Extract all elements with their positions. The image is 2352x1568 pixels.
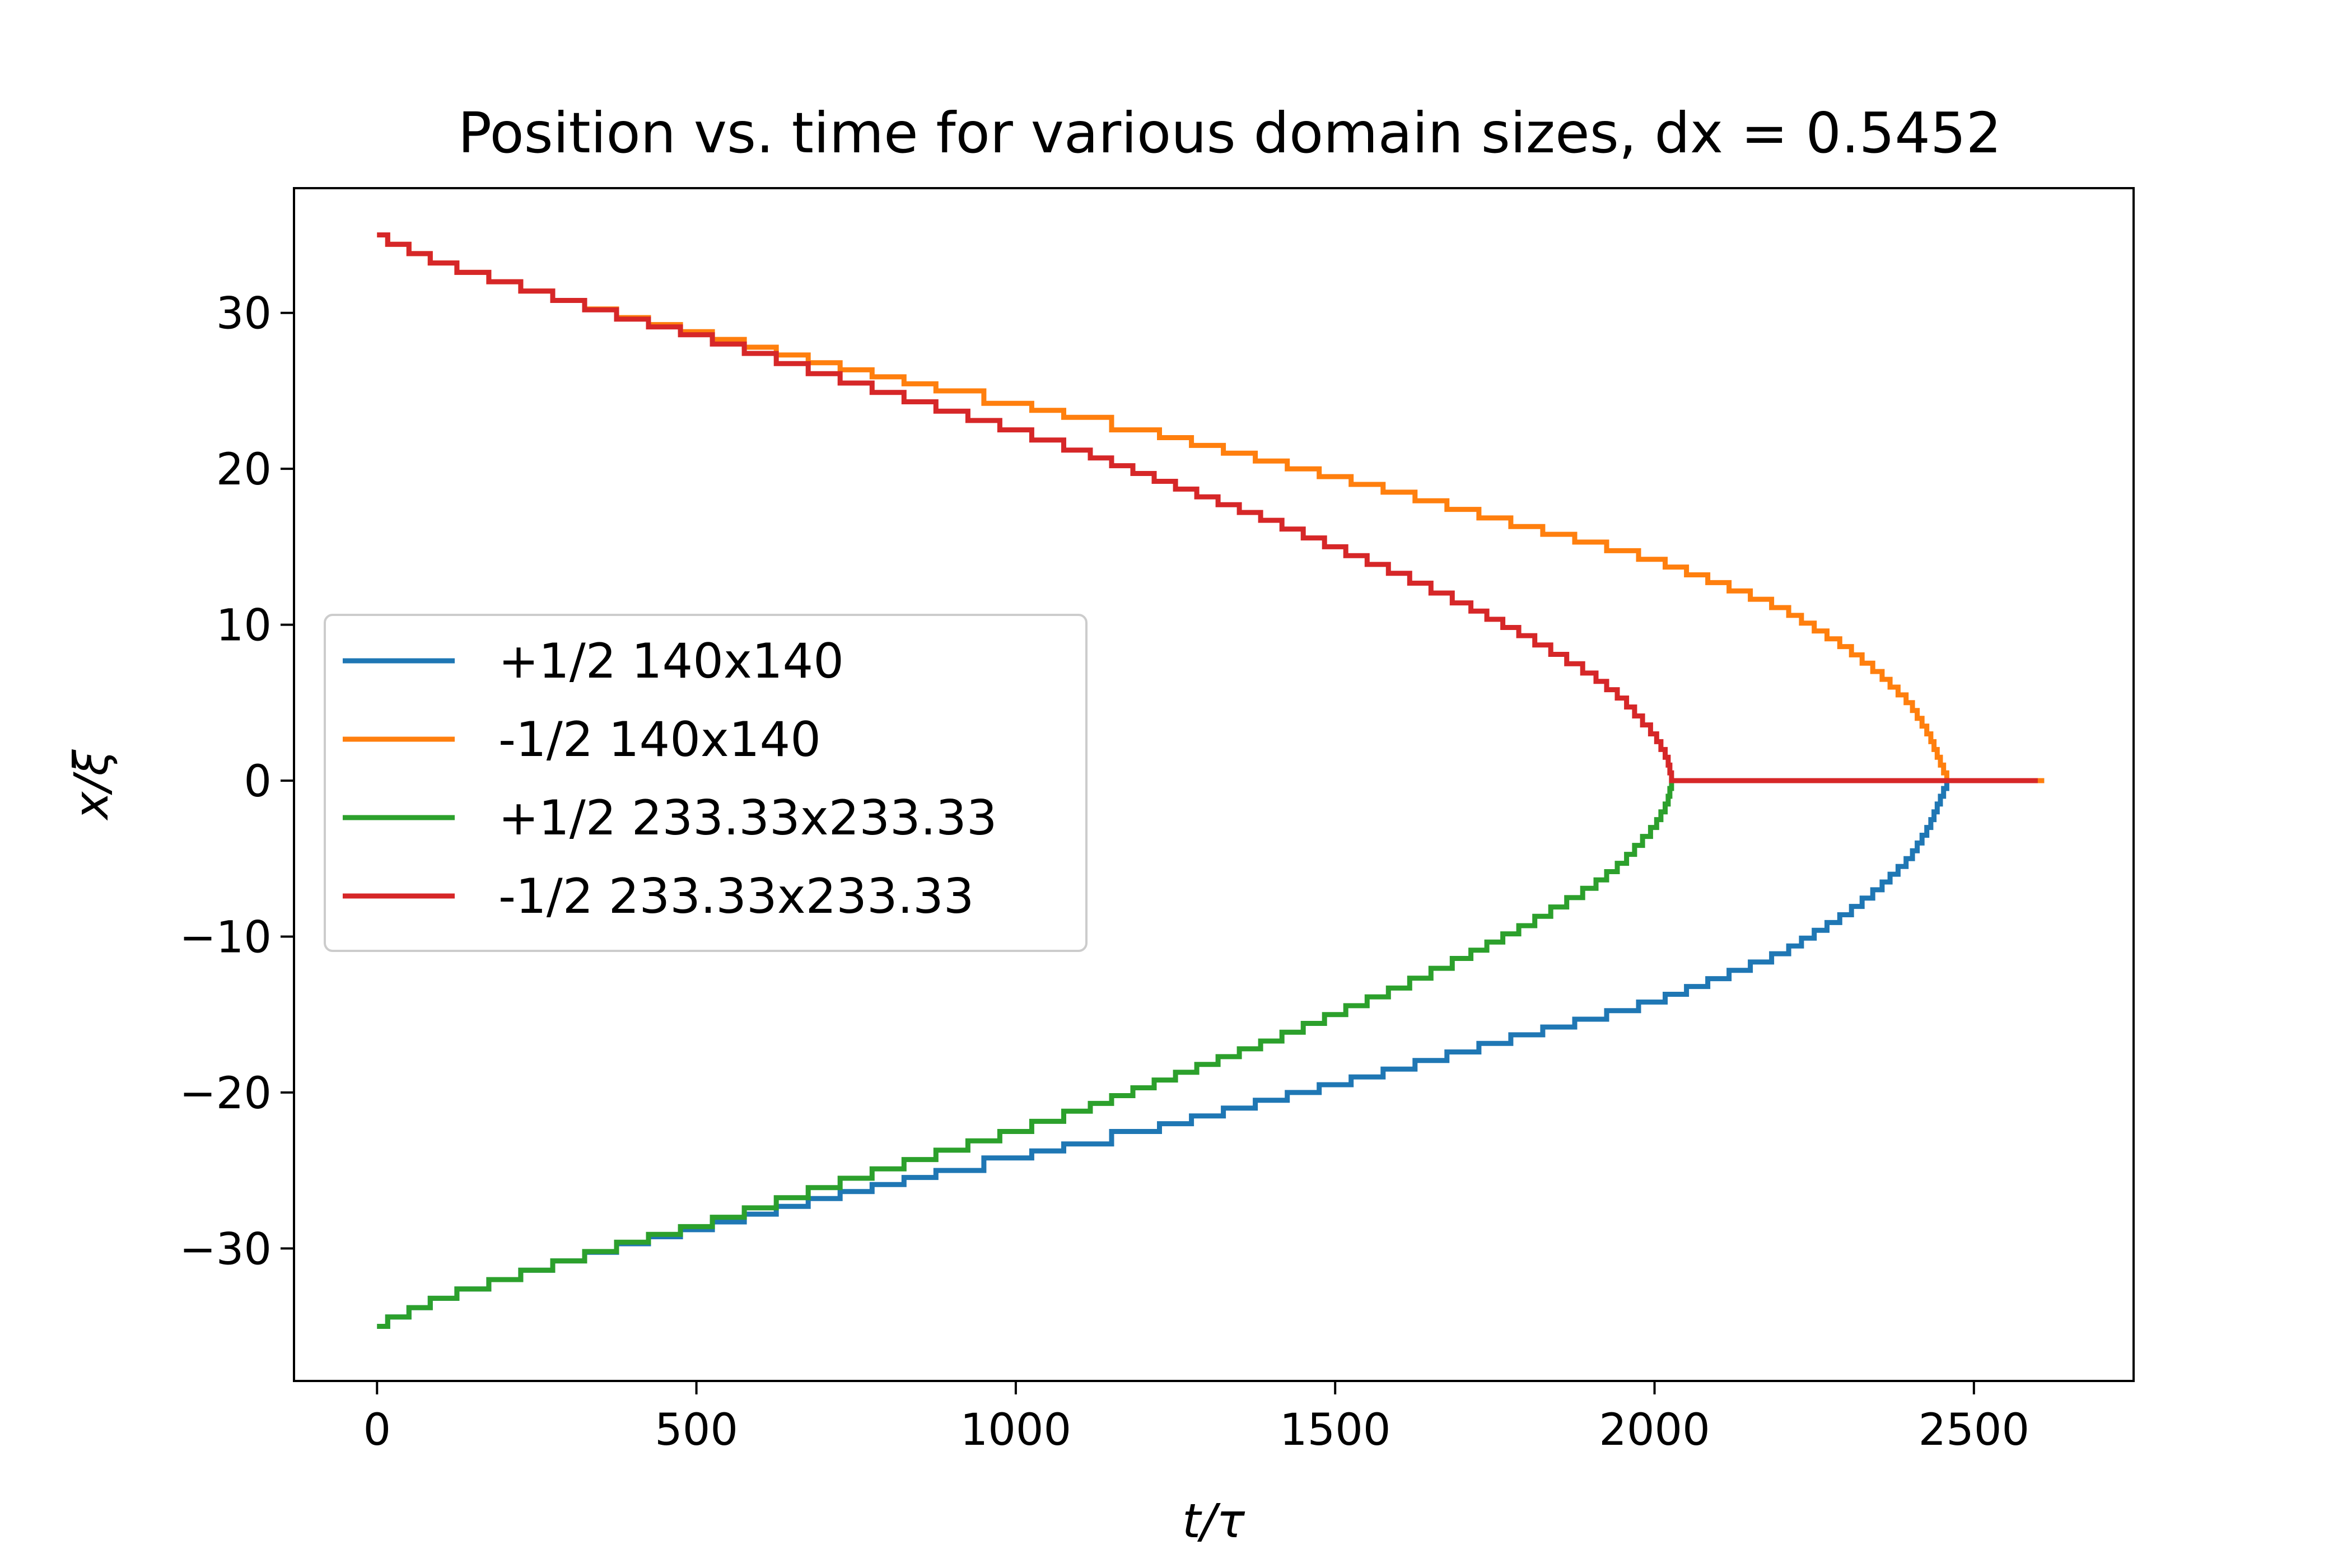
- legend-label: -1/2 140x140: [498, 712, 821, 768]
- y-tick-label: −10: [179, 912, 272, 963]
- legend-label: -1/2 233.33x233.33: [498, 869, 974, 925]
- x-tick-label: 2000: [1599, 1405, 1710, 1455]
- legend-box: [324, 614, 1088, 952]
- chart-title: Position vs. time for various domain siz…: [458, 100, 2002, 166]
- x-tick-label: 500: [655, 1405, 738, 1455]
- legend: +1/2 140x140 -1/2 140x140 +1/2 233.33x233.…: [324, 614, 1088, 952]
- y-tick-label: 30: [216, 289, 272, 339]
- legend-label: +1/2 140x140: [498, 633, 844, 689]
- y-tick-label: −20: [179, 1068, 272, 1119]
- legend-label: +1/2 233.33x233.33: [498, 790, 997, 846]
- y-tick-label: 10: [216, 601, 272, 651]
- x-axis-label: t/τ: [1182, 1494, 1245, 1548]
- y-tick-label: −30: [179, 1224, 272, 1275]
- y-tick-label: 0: [244, 757, 272, 807]
- x-tick-label: 1000: [960, 1405, 1072, 1455]
- y-tick-label: 20: [216, 445, 272, 495]
- x-tick-label: 0: [363, 1405, 391, 1455]
- series-line-2: [377, 232, 2045, 783]
- y-axis-label: x/ξ: [64, 749, 119, 821]
- series-layer: [377, 232, 2045, 1329]
- series-line-1: [377, 778, 2045, 1329]
- x-tick-label: 1500: [1280, 1405, 1391, 1455]
- plot-frame: [293, 187, 2135, 1382]
- series-line-4: [377, 232, 2038, 783]
- x-tick-label: 2500: [1919, 1405, 2030, 1455]
- x-axis: 0 500 1000 1500 2000 2500: [363, 1381, 2029, 1455]
- y-axis: −30 −20 −10 0 10 20 30: [179, 289, 294, 1275]
- series-line-3: [377, 778, 1674, 1329]
